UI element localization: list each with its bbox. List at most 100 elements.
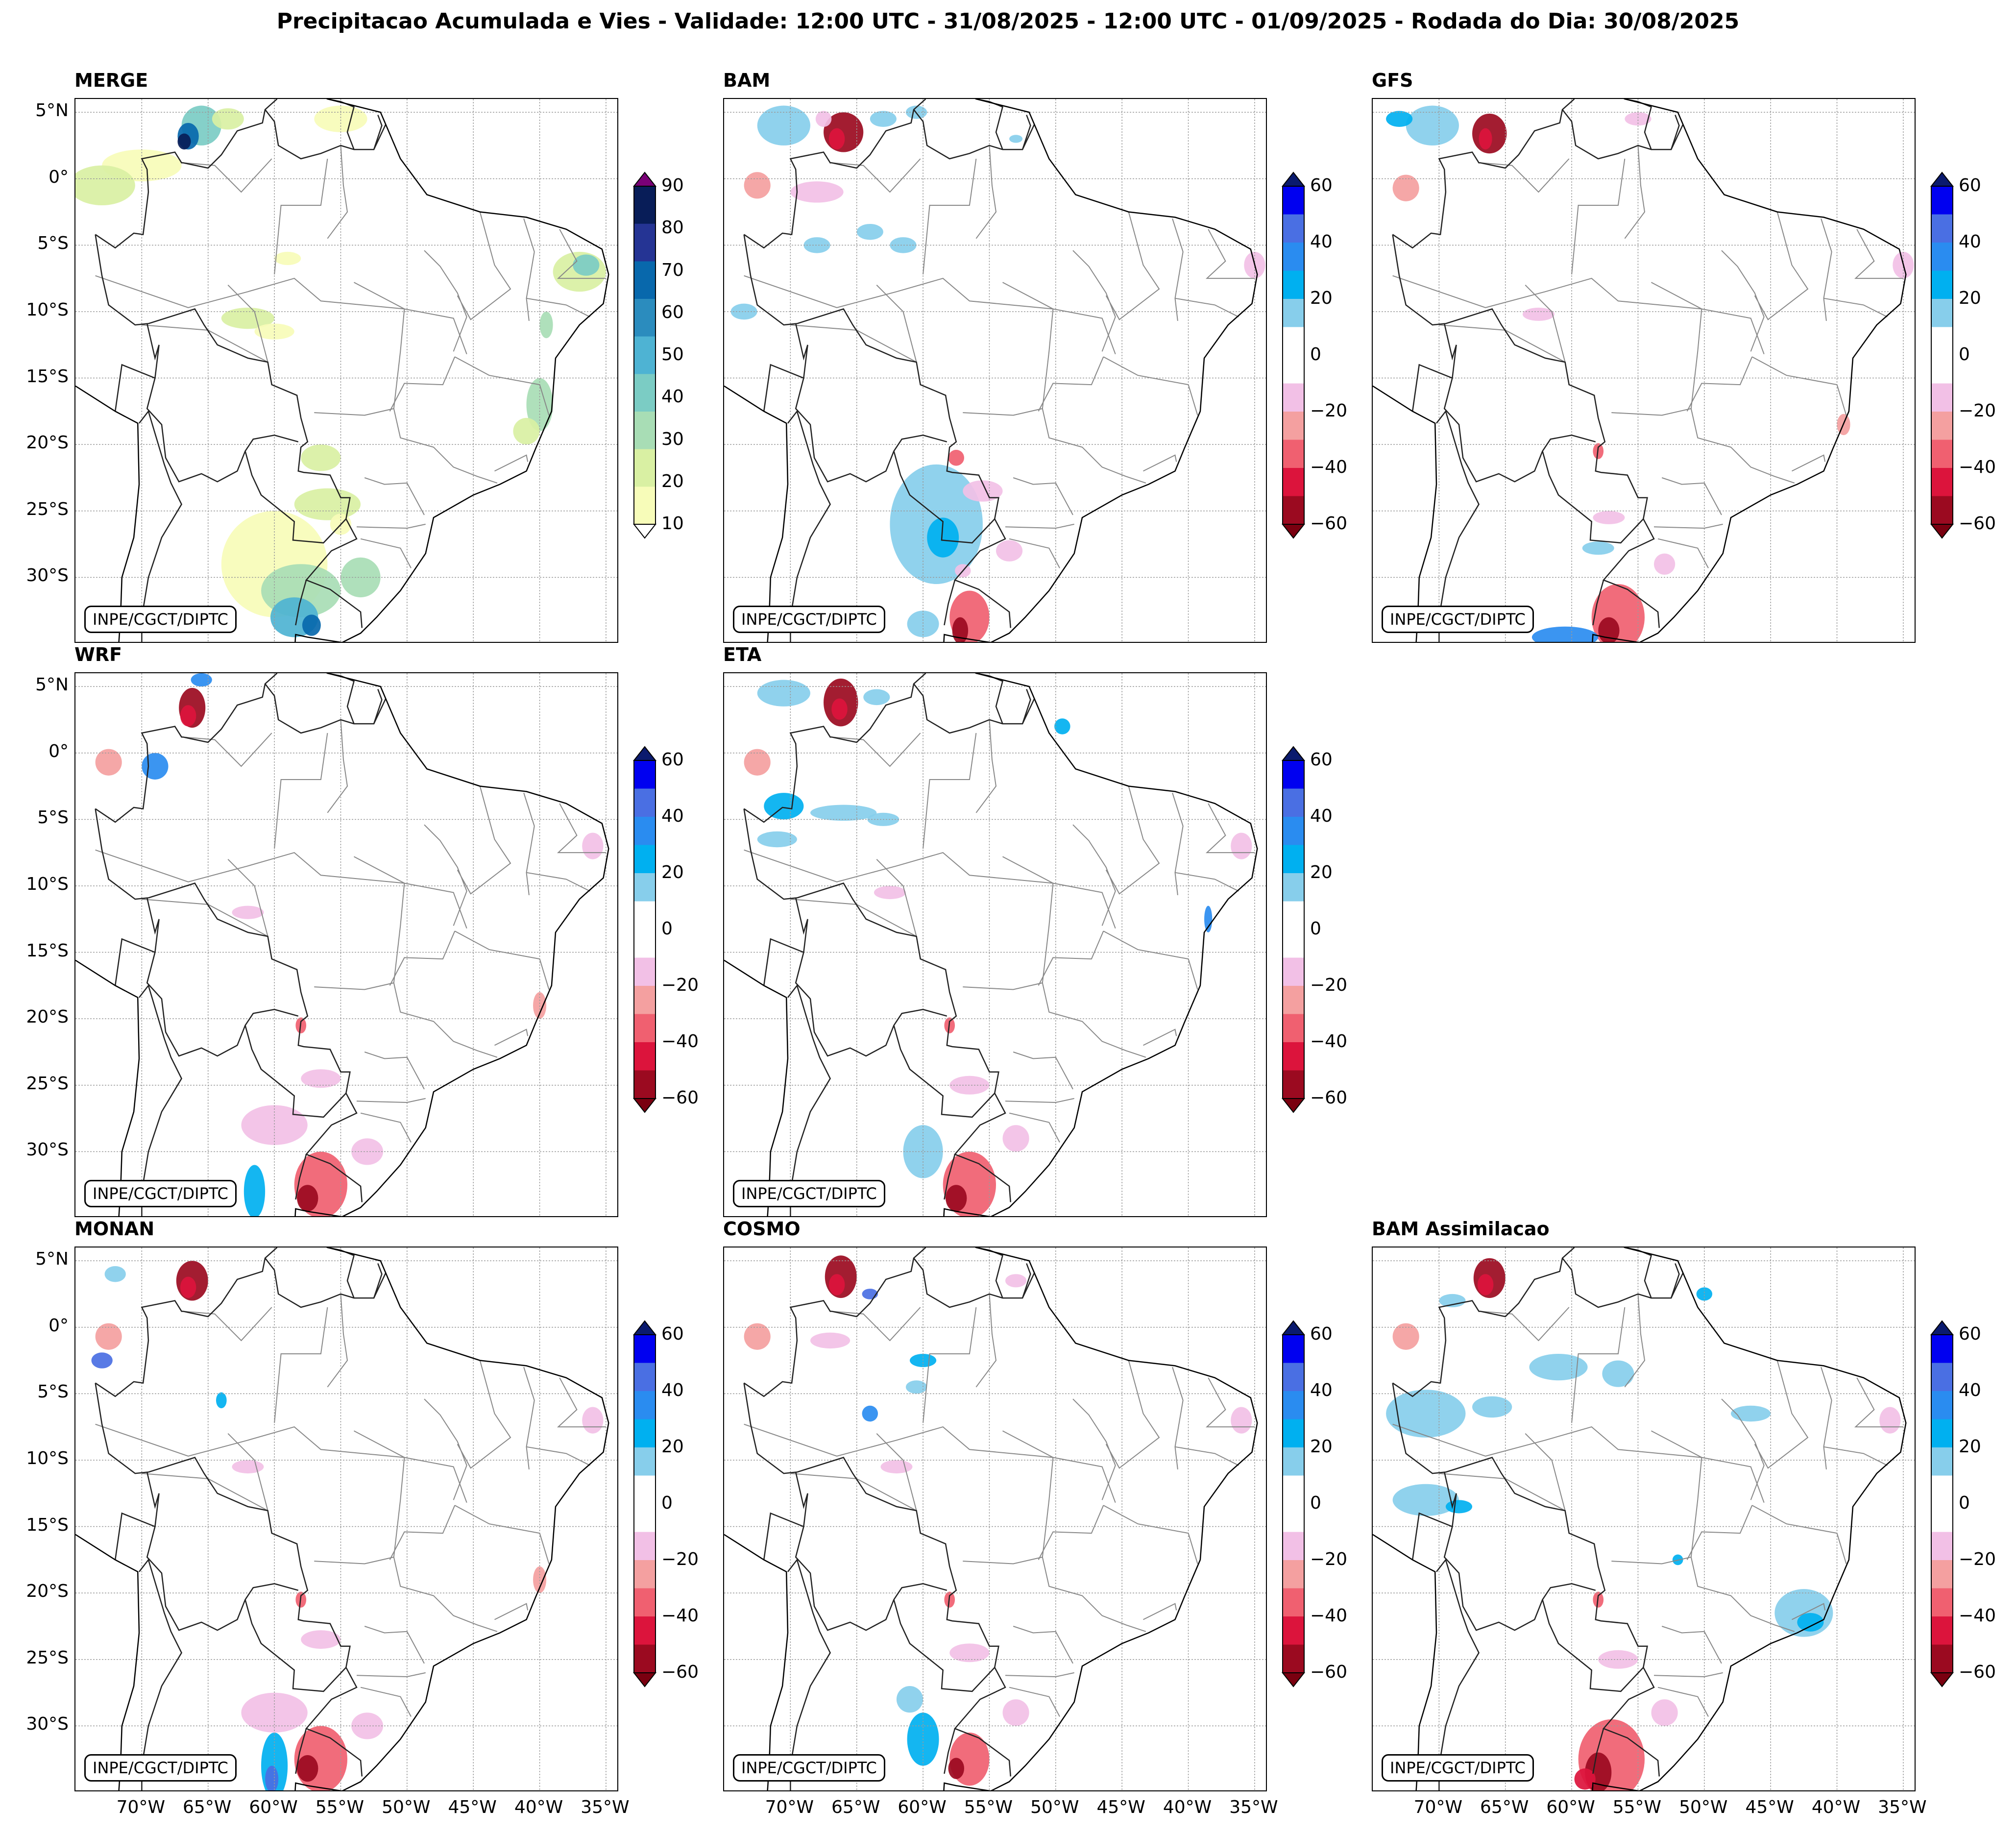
country-border <box>1625 1247 1652 1298</box>
state-border <box>454 356 550 416</box>
colorbar-tick-label: 60 <box>1310 750 1333 770</box>
colorbar-segment <box>634 1419 656 1448</box>
state-border <box>1105 1360 1160 1469</box>
lon-tick-label: 45°W <box>1745 1797 1794 1817</box>
colorbar-tick-label: −60 <box>1959 1662 1996 1682</box>
colorbar-segment <box>1283 986 1304 1014</box>
map-frame: INPE/CGCT/DIPTC <box>74 672 618 1217</box>
country-border <box>743 808 798 900</box>
country-border <box>148 882 363 1202</box>
colorbar-extend-top <box>1930 171 1954 187</box>
country-border <box>1436 410 1480 642</box>
country-border <box>139 410 183 642</box>
state-border <box>1821 218 1832 321</box>
field-blob <box>95 1323 122 1350</box>
country-border <box>244 1025 347 1118</box>
field-layer <box>730 105 1265 642</box>
colorbar-segment <box>1283 186 1304 215</box>
country-border <box>797 882 1012 1202</box>
field-blob <box>1002 1125 1029 1152</box>
field-blob <box>297 1185 318 1212</box>
colorbar-extend-bottom <box>1930 1672 1954 1687</box>
lon-tick-label: 65°W <box>831 1797 880 1817</box>
state-border <box>557 803 606 854</box>
state-border <box>523 218 535 321</box>
lon-tick-label: 65°W <box>1480 1797 1529 1817</box>
colorbar-extend-bottom <box>632 1672 657 1687</box>
map-svg <box>724 673 1266 1216</box>
country-border <box>1392 234 1446 326</box>
colorbar-segment <box>1283 299 1304 327</box>
state-border <box>923 733 977 849</box>
colorbar <box>1930 1320 1954 1687</box>
colorbar-segment <box>1931 1616 1953 1645</box>
field-blob <box>1531 626 1599 642</box>
coastline <box>724 959 789 1216</box>
colorbar-segment <box>634 929 656 958</box>
country-border <box>1392 1383 1446 1474</box>
lat-tick-label: 5°N <box>35 100 69 121</box>
country-border <box>763 364 804 412</box>
state-border <box>454 930 550 990</box>
coastline <box>75 1534 140 1790</box>
state-border <box>1103 930 1198 990</box>
field-blob <box>1625 112 1652 126</box>
country-border <box>295 1728 307 1774</box>
state-border <box>975 719 997 813</box>
field-blob <box>856 223 883 240</box>
colorbar-segment <box>1931 468 1953 496</box>
colorbar-segment <box>1283 845 1304 874</box>
field-blob <box>573 254 600 276</box>
lon-tick-label: 35°W <box>1229 1797 1278 1817</box>
country-border <box>1411 1512 1453 1560</box>
country-border <box>1670 115 1680 150</box>
country-border <box>139 984 183 1216</box>
map-svg <box>75 99 617 642</box>
state-border <box>227 1433 268 1511</box>
colorbar-tick-label: 0 <box>1310 344 1321 365</box>
state-border <box>1072 1398 1116 1500</box>
state-border <box>1205 1377 1255 1428</box>
field-layer <box>91 1261 604 1790</box>
state-border <box>1525 1433 1566 1511</box>
country-border <box>1443 1472 1596 1631</box>
lat-tick-label: 15°S <box>26 366 69 387</box>
state-border <box>1005 523 1074 529</box>
field-blob <box>1593 511 1625 524</box>
colorbar-segment <box>1283 383 1304 412</box>
state-border <box>831 733 921 767</box>
field-blob <box>216 1392 227 1409</box>
coastline <box>724 385 789 642</box>
field-blob <box>948 450 965 466</box>
state-border <box>1821 1367 1832 1470</box>
field-blob <box>142 753 169 780</box>
field-blob <box>1386 111 1413 127</box>
colorbar-extend-top <box>1281 1320 1306 1335</box>
lat-tick-label: 30°S <box>26 1140 69 1160</box>
lat-tick-label: 30°S <box>26 1714 69 1735</box>
state-border <box>274 733 328 849</box>
lon-tick-label: 55°W <box>1612 1797 1662 1817</box>
state-border <box>744 275 1116 355</box>
colorbar-segment <box>1283 270 1304 299</box>
state-border <box>327 719 348 813</box>
colorbar-segment <box>634 1560 656 1589</box>
state-border <box>424 1398 467 1500</box>
lat-tick-label: 30°S <box>26 565 69 586</box>
field-blob <box>1386 1390 1466 1438</box>
state-border <box>393 1557 498 1632</box>
state-border <box>963 282 1054 416</box>
colorbar-segment <box>1283 1391 1304 1419</box>
field-blob <box>177 133 191 150</box>
colorbar-extend-top <box>632 746 657 761</box>
colorbar-tick-label: −60 <box>1310 1662 1347 1682</box>
lon-tick-label: 50°W <box>382 1797 431 1817</box>
state-border <box>1105 212 1160 320</box>
country-border <box>327 1247 355 1298</box>
colorbar-segment <box>1283 873 1304 902</box>
colorbar-tick-label: −40 <box>661 1031 699 1051</box>
country-border <box>146 1472 299 1631</box>
field-blob <box>180 1276 196 1298</box>
colorbar-tick-label: 0 <box>1959 344 1970 365</box>
colorbar-segment <box>1931 1391 1953 1419</box>
